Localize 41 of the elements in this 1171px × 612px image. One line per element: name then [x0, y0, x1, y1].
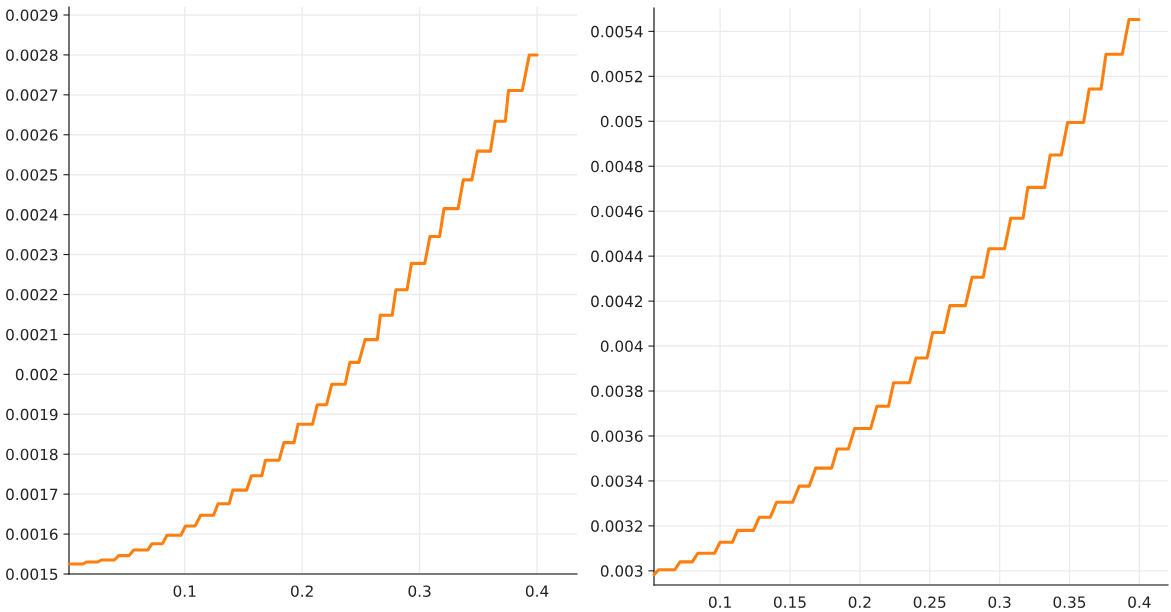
y-tick-label: 0.0022: [6, 288, 58, 301]
y-tick-label: 0.0046: [591, 205, 643, 218]
y-tick-label: 0.0027: [6, 89, 58, 101]
y-tick-label: 0.0042: [591, 295, 643, 308]
y-tick-label: 0.0052: [591, 70, 643, 83]
y-tick-label: 0.0028: [6, 49, 58, 61]
line-series: [67, 53, 539, 566]
y-tick-label: 0.005: [600, 115, 643, 128]
x-tick-label: 0.1: [708, 596, 731, 608]
y-tick-label: 0.004: [600, 340, 643, 353]
y-tick-label: 0.0023: [6, 249, 58, 261]
y-tick-label: 0.0024: [6, 209, 58, 221]
y-tick-label: 0.0036: [591, 430, 643, 442]
x-tick-label: 0.2: [848, 596, 871, 608]
y-tick-label: 0.002: [15, 368, 58, 381]
x-tick-label: 0.2: [291, 585, 313, 597]
y-tick-label: 0.0021: [6, 328, 58, 341]
y-tick-label: 0.0015: [6, 568, 58, 581]
y-tick-label: 0.0048: [591, 160, 643, 173]
y-tick-label: 0.0017: [6, 488, 58, 501]
x-tick-label: 0.25: [913, 596, 946, 608]
y-tick-label: 0.0019: [6, 408, 58, 421]
y-tick-label: 0.0016: [6, 528, 58, 541]
x-tick-label: 0.3: [408, 585, 431, 597]
x-tick-label: 0.15: [773, 596, 806, 608]
y-tick-label: 0.0032: [591, 520, 643, 532]
y-tick-label: 0.0044: [591, 250, 643, 263]
y-tick-label: 0.0054: [591, 25, 643, 38]
y-tick-label: 0.0038: [591, 385, 643, 398]
x-tick-label: 0.35: [1053, 596, 1086, 608]
y-tick-label: 0.0034: [591, 475, 643, 487]
x-tick-label: 0.4: [525, 585, 549, 597]
y-tick-label: 0.0029: [6, 9, 58, 22]
y-tick-label: 0.0026: [6, 129, 58, 141]
x-tick-label: 0.1: [173, 585, 196, 597]
y-tick-label: 0.0018: [6, 448, 58, 461]
y-tick-label: 0.003: [600, 565, 643, 577]
line-series: [652, 17, 1141, 577]
x-tick-label: 0.3: [988, 596, 1011, 608]
x-tick-label: 0.4: [1128, 596, 1151, 608]
y-tick-label: 0.0025: [6, 169, 58, 181]
